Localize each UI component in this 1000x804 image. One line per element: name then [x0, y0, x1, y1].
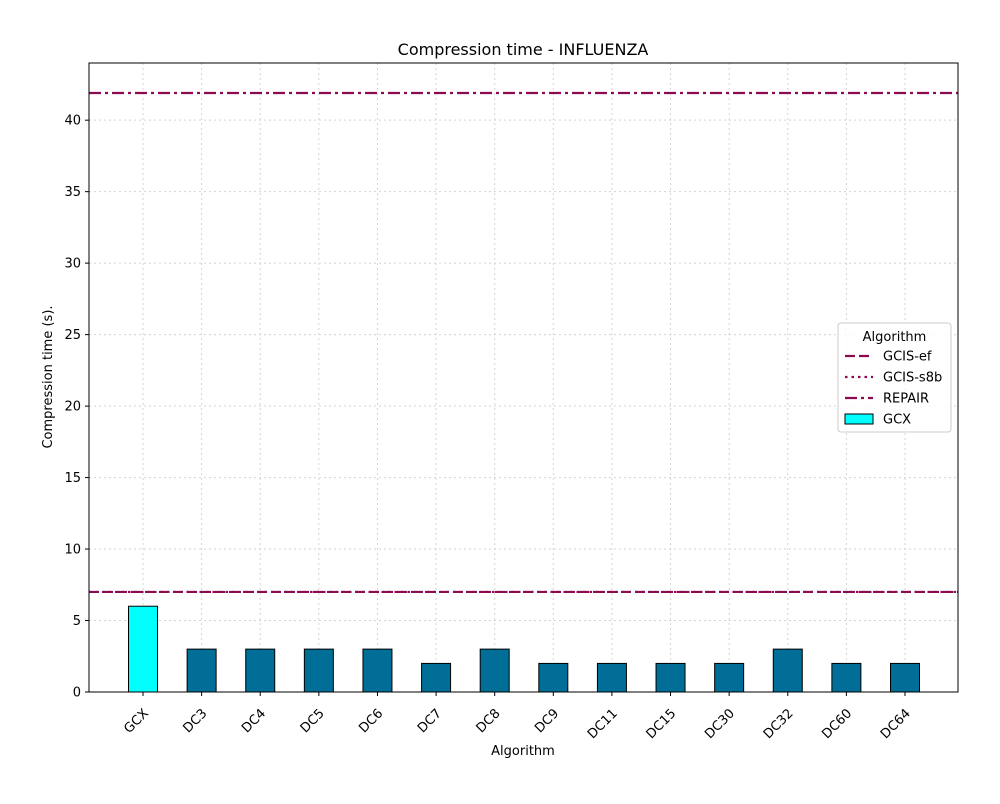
y-tick-label: 20 — [64, 400, 81, 415]
legend-swatch — [844, 413, 874, 425]
bar-dc3 — [186, 648, 217, 693]
y-tick-label: 30 — [64, 257, 81, 272]
bar-dc5 — [303, 648, 334, 693]
legend-label: GCIS-ef — [883, 350, 932, 365]
bar-dc15 — [655, 662, 686, 693]
x-axis-label: Algorithm — [491, 744, 555, 759]
bar-dc7 — [421, 662, 452, 693]
reference-line-layer — [89, 91, 958, 594]
legend-label: GCIS-s8b — [883, 371, 942, 386]
y-axis-ticks: 0 5 10 15 20 25 30 35 40 — [64, 114, 89, 701]
bar-dc32 — [772, 648, 803, 693]
y-tick-label: 10 — [64, 543, 81, 558]
bar-dc6 — [362, 648, 393, 693]
legend-entries: GCIS-ef GCIS-s8b REPAIR GCX — [844, 350, 942, 428]
bar-dc60 — [831, 662, 862, 693]
plot-frame — [88, 62, 959, 693]
y-tick-label: 35 — [64, 185, 81, 200]
bar-dc64 — [890, 662, 920, 693]
legend-label: GCX — [883, 413, 911, 428]
y-tick-label: 40 — [64, 114, 81, 129]
y-tick-label: 0 — [73, 686, 81, 701]
legend-label: REPAIR — [883, 392, 929, 407]
bar-gcx — [128, 605, 158, 693]
y-tick-label: 25 — [64, 328, 81, 343]
bar-dc4 — [245, 648, 276, 693]
y-axis-label: Compression time (s). — [41, 305, 56, 448]
bar-dc30 — [714, 662, 745, 693]
legend: Algorithm GCIS-ef GCIS-s8b REPAIR GCX — [837, 322, 952, 433]
legend-title: Algorithm — [863, 330, 927, 345]
bar-dc9 — [538, 662, 569, 693]
bar-dc11 — [596, 662, 627, 693]
bar-layer — [128, 605, 920, 693]
y-tick-label: 15 — [64, 471, 81, 486]
y-tick-label: 5 — [73, 614, 81, 629]
chart-title: Compression time - INFLUENZA — [398, 40, 649, 59]
bar-dc8 — [479, 648, 510, 693]
legend-box — [837, 322, 952, 433]
